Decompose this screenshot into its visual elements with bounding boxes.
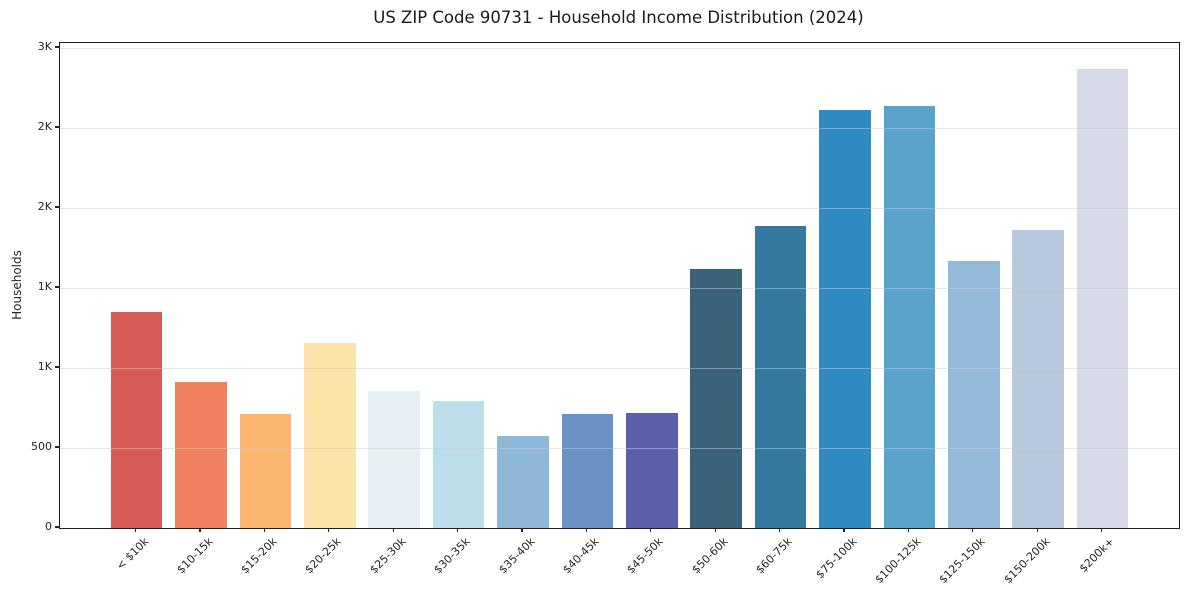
x-tick-label: $150-200k xyxy=(1001,535,1053,587)
x-tick-mark xyxy=(199,528,201,533)
bar xyxy=(239,414,292,528)
bar xyxy=(368,391,420,528)
bar xyxy=(626,412,678,528)
bar xyxy=(304,343,356,528)
bar xyxy=(497,436,549,528)
x-tick-label: $50-60k xyxy=(689,535,731,577)
y-tick-mark xyxy=(55,286,59,288)
x-tick-mark xyxy=(1036,528,1038,533)
bar xyxy=(948,260,1000,528)
y-tick-label: 3K xyxy=(37,40,52,53)
x-tick-label: $200k+ xyxy=(1076,535,1117,576)
bars-layer xyxy=(60,43,1179,528)
x-tick-mark xyxy=(779,528,781,533)
bar xyxy=(1076,68,1129,528)
bar xyxy=(883,105,936,528)
y-tick-mark xyxy=(55,366,59,368)
bar xyxy=(175,382,227,528)
x-tick-label: $100-125k xyxy=(872,535,924,587)
x-tick-label: $20-25k xyxy=(302,535,345,577)
bar xyxy=(754,225,807,528)
y-tick-mark xyxy=(55,126,59,128)
x-tick-mark xyxy=(457,528,459,533)
chart-title: US ZIP Code 90731 - Household Income Dis… xyxy=(373,8,864,27)
y-tick-label: 1K xyxy=(37,360,52,373)
x-tick-mark xyxy=(328,528,330,533)
x-tick-label: $15-20k xyxy=(238,535,280,577)
y-tick-label: 0 xyxy=(45,520,52,533)
y-tick-label: 1K xyxy=(37,280,52,293)
x-tick-mark xyxy=(585,528,587,533)
plot-area xyxy=(59,42,1180,529)
y-tick-label: 500 xyxy=(31,440,52,453)
x-tick-label: $25-30k xyxy=(367,535,409,577)
x-tick-label: < $10k xyxy=(113,535,151,573)
bar xyxy=(690,268,742,528)
bar xyxy=(561,413,614,528)
x-tick-mark xyxy=(1101,528,1103,533)
x-tick-mark xyxy=(521,528,523,533)
y-tick-mark xyxy=(55,446,59,448)
x-tick-label: $45-50k xyxy=(624,535,667,577)
x-tick-label: $60-75k xyxy=(753,535,795,577)
x-tick-mark xyxy=(907,528,909,533)
x-tick-label: $35-40k xyxy=(495,535,538,577)
y-tick-label: 2K xyxy=(37,120,52,133)
x-tick-mark xyxy=(650,528,652,533)
x-tick-mark xyxy=(843,528,845,533)
x-tick-label: $10-15k xyxy=(173,535,216,577)
x-tick-label: $30-35k xyxy=(431,535,473,577)
x-tick-mark xyxy=(714,528,716,533)
y-tick-label: 2K xyxy=(37,200,52,213)
x-tick-label: $125-150k xyxy=(936,535,989,587)
y-axis-label: Households xyxy=(10,250,24,320)
bar xyxy=(1012,229,1064,528)
x-tick-label: $75-100k xyxy=(812,535,860,582)
bar xyxy=(819,110,871,528)
bar xyxy=(432,400,485,528)
y-tick-mark xyxy=(55,526,59,528)
x-tick-label: $40-45k xyxy=(560,535,602,577)
bar xyxy=(110,312,163,528)
y-tick-mark xyxy=(55,206,59,208)
y-tick-mark xyxy=(55,46,59,48)
x-tick-mark xyxy=(972,528,974,533)
x-tick-mark xyxy=(135,528,137,533)
x-tick-mark xyxy=(392,528,394,533)
x-tick-mark xyxy=(263,528,265,533)
